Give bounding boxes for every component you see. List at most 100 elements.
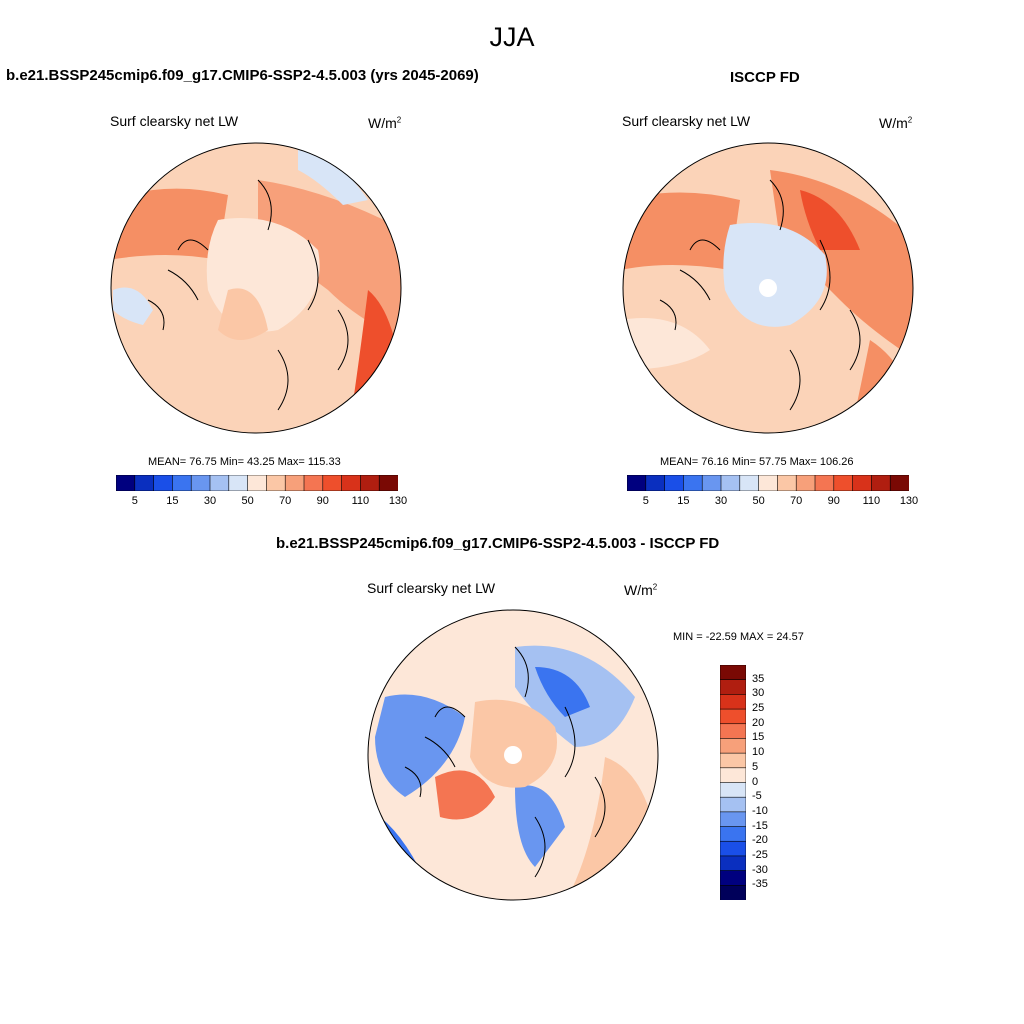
panel2-colorbar-box-2: [664, 475, 685, 491]
panel2-field-mild-west: [623, 318, 710, 370]
panel2-field-hot-east: [800, 190, 860, 250]
panel2-colorbar: [627, 475, 909, 491]
panel1-map-border: [110, 142, 402, 434]
panel3-pole-hole: [504, 746, 522, 764]
panel2-colorbar-tick-label: 130: [899, 495, 919, 507]
panel1-colorbar-tick-label: 15: [166, 495, 179, 507]
panel1-colorbar-tick-label: 5: [131, 495, 138, 507]
panel3-colorbar-tick-label: 30: [752, 687, 765, 700]
panel1-colorbar-box-12: [341, 475, 362, 491]
panel3-colorbar-box-5: [720, 738, 746, 754]
panel1-colorbar-box-2: [153, 475, 174, 491]
panel2-colorbar-ticks: 5 15 30 50 70 90 110 130: [627, 495, 918, 509]
panel2-colorbar-box-5: [720, 475, 741, 491]
panel2-colorbar-box-11: [833, 475, 854, 491]
panel3-colorbar-tick-label: -20: [752, 834, 768, 847]
panel1-colorbar-box-5: [209, 475, 230, 491]
panel1-colorbar-box-7: [247, 475, 268, 491]
panel3-map-border: [367, 609, 659, 901]
panel2-field-cool-arctic: [723, 223, 827, 327]
panel3-colorbar-tick-label: 15: [752, 731, 765, 744]
panel3-field-cold-north: [535, 667, 590, 717]
panel1-colorbar-box-0: [116, 475, 136, 491]
panel1-colorbar-box-13: [360, 475, 380, 491]
panel3-colorbar-box-7: [720, 767, 746, 784]
panel1-field-cool-west: [113, 287, 153, 325]
panel2-colorbar-box-3: [683, 475, 704, 491]
panel2-colorbar-box-6: [739, 475, 760, 491]
panel2-colorbar-box-7: [758, 475, 779, 491]
panel1-colorbar-tick-label: 70: [279, 495, 292, 507]
panel2-colorbar-box-12: [852, 475, 873, 491]
panel1-colorbar-ticks: 5 15 30 50 70 90 110 130: [116, 495, 407, 509]
panel3-colorbar-box-13: [720, 855, 746, 872]
panel3-colorbar-box-15: [720, 885, 746, 900]
panel2-colorbar-box-13: [871, 475, 891, 491]
panel3-colorbar-tick-label: -25: [752, 848, 768, 861]
panel1-stats: MEAN= 76.75 Min= 43.25 Max= 115.33: [148, 456, 341, 468]
panel2-colorbar-tick-label: 15: [677, 495, 690, 507]
panel3-colorbar-tick-label: 0: [752, 775, 759, 788]
panel1-colorbar-box-8: [266, 475, 286, 491]
panel3-colorbar-box-3: [720, 708, 746, 725]
panel2-colorbar-tick-label: 70: [790, 495, 803, 507]
panel2-colorbar-box-0: [627, 475, 647, 491]
panel1-colorbar-box-10: [303, 475, 324, 491]
panel2-stats: MEAN= 76.16 Min= 57.75 Max= 106.26: [660, 456, 854, 468]
panel2-pole-hole: [759, 279, 777, 297]
panel3-field-cool-west: [375, 694, 465, 797]
panel1-colorbar-box-1: [134, 475, 155, 491]
panel3-colorbar-box-6: [720, 752, 746, 769]
panel2-colorbar-tick-label: 30: [714, 495, 728, 507]
panel2-variable-label: Surf clearsky net LW: [622, 113, 751, 129]
panel2-colorbar-box-10: [814, 475, 835, 491]
panel2-map-border: [622, 142, 914, 434]
panel3-colorbar-tick-label: -10: [752, 804, 768, 817]
panel1-colorbar-tick-label: 30: [203, 495, 217, 507]
panel1-colorbar-box-11: [322, 475, 343, 491]
panel1-colorbar-box-3: [172, 475, 193, 491]
panel3-colorbar-tick-label: 25: [752, 702, 765, 715]
panel2-units: W/m2: [879, 115, 913, 131]
panel1-map: [110, 142, 402, 434]
panel3-colorbar-tick-label: -15: [752, 819, 768, 832]
panel2-colorbar-box-4: [701, 475, 722, 491]
panel3-colorbar-box-12: [720, 840, 746, 857]
panel2-field-warm-east: [770, 170, 913, 360]
panel1-colorbar-tick-label: 90: [316, 495, 329, 507]
panel3-coastlines: [404, 646, 606, 878]
panel3-colorbar-box-9: [720, 796, 746, 813]
panel2-colorbar-box-1: [645, 475, 666, 491]
panel3-map: [367, 609, 659, 901]
panel1-title: b.e21.BSSP245cmip6.f09_g17.CMIP6-SSP2-4.…: [6, 67, 479, 84]
panel1-colorbar-tick-label: 50: [241, 495, 254, 507]
panel1-colorbar-tick-label: 130: [388, 495, 408, 507]
panel3-colorbar-tick-label: -35: [752, 878, 768, 891]
panel3-colorbar-box-2: [720, 694, 746, 710]
panel3-colorbar-box-8: [720, 782, 746, 798]
panel3-colorbar-box-14: [720, 870, 746, 887]
panel2-colorbar-box-14: [889, 475, 909, 491]
panel3-colorbar-box-0: [720, 665, 746, 681]
panel1-colorbar-box-9: [284, 475, 305, 491]
panel1-colorbar-tick-label: 110: [351, 495, 370, 507]
panel3-colorbar-box-10: [720, 811, 746, 828]
panel3-colorbar-tick-label: -5: [752, 790, 762, 803]
panel1-coastlines: [147, 179, 349, 411]
panel2-colorbar-tick-label: 90: [827, 495, 840, 507]
panel1-field-cool-north: [298, 150, 368, 205]
panel3-stats: MIN = -22.59 MAX = 24.57: [673, 631, 804, 643]
panel3-colorbar-box-4: [720, 723, 746, 740]
panel3-field-warm-arctic: [470, 699, 557, 788]
panel2-colorbar-tick-label: 110: [862, 495, 881, 507]
panel3-colorbar-tick-label: 20: [752, 716, 765, 729]
panel2-coastlines: [659, 179, 861, 411]
page-title: JJA: [489, 22, 535, 52]
panel3-colorbar-tick-label: 10: [752, 746, 765, 759]
panel1-colorbar-box-6: [228, 475, 249, 491]
panel2-field-warm-west: [623, 192, 740, 270]
panel2-colorbar-tick-label: 50: [752, 495, 765, 507]
panel3-colorbar-tick-label: 5: [752, 760, 759, 773]
panel1-colorbar-box-14: [378, 475, 398, 491]
panel3-field-hot-greenland: [435, 770, 495, 820]
